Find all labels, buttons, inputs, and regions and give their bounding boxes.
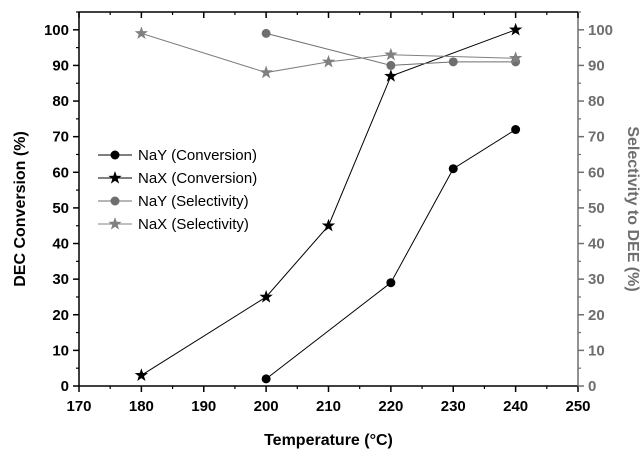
x-tick-label: 180 <box>129 398 154 415</box>
y-tick-label: 60 <box>52 164 69 181</box>
legend-marker <box>108 217 122 230</box>
data-point <box>386 278 396 288</box>
y-tick-label: 20 <box>52 307 69 324</box>
y-tick-label: 50 <box>52 200 69 217</box>
legend-entry: NaY (Conversion) <box>98 147 257 164</box>
data-point <box>134 368 149 381</box>
x-tick-label: 200 <box>254 398 279 415</box>
y2-tick-label: 80 <box>588 93 605 110</box>
y-tick-label: 10 <box>52 342 69 359</box>
legend-entry: NaX (Conversion) <box>98 170 257 187</box>
data-point <box>511 125 521 135</box>
series-2 <box>261 28 521 70</box>
data-point <box>508 22 523 36</box>
y-axis-title: DEC Conversion (%) <box>12 131 29 287</box>
y-tick-label: 90 <box>52 57 69 74</box>
data-point <box>386 60 396 70</box>
x-tick-label: 230 <box>441 398 466 415</box>
x-axis-title: Temperature (°C) <box>264 432 393 449</box>
y2-tick-label: 70 <box>588 129 605 146</box>
data-point <box>134 26 149 40</box>
legend-label: NaY (Conversion) <box>138 147 257 164</box>
y2-tick-label: 30 <box>588 271 605 288</box>
data-point <box>321 218 336 232</box>
data-point <box>448 164 458 174</box>
y2-axis-title: Selectivity to DEE (%) <box>624 126 641 291</box>
x-tick-label: 220 <box>378 398 403 415</box>
y2-tick-label: 60 <box>588 164 605 181</box>
legend-marker <box>110 196 120 206</box>
legend-label: NaX (Conversion) <box>138 170 257 187</box>
legend-label: NaY (Selectivity) <box>138 193 249 210</box>
y2-tick-label: 50 <box>588 200 605 217</box>
legend-entry: NaY (Selectivity) <box>98 193 249 210</box>
y2-tick-label: 10 <box>588 342 605 359</box>
y-tick-label: 80 <box>52 93 69 110</box>
legend-entry: NaX (Selectivity) <box>98 216 249 233</box>
y-tick-label: 0 <box>61 378 69 395</box>
y-tick-label: 30 <box>52 271 69 288</box>
y-tick-label: 70 <box>52 129 69 146</box>
series-line <box>266 32 516 66</box>
y2-tick-label: 100 <box>588 22 613 39</box>
data-point <box>259 289 273 303</box>
y2-tick-label: 20 <box>588 307 605 324</box>
series-3 <box>134 26 523 79</box>
series-1 <box>134 22 523 381</box>
data-point <box>384 69 398 82</box>
x-tick-label: 210 <box>316 398 341 415</box>
x-tick-label: 190 <box>191 398 216 415</box>
series-line <box>141 32 516 74</box>
legend-label: NaX (Selectivity) <box>138 216 249 233</box>
legend-marker <box>108 171 122 184</box>
data-point <box>508 51 523 64</box>
x-tick-label: 240 <box>503 398 528 415</box>
y-tick-label: 40 <box>52 236 69 253</box>
data-point <box>261 374 271 384</box>
x-tick-label: 170 <box>66 398 91 415</box>
legend: NaY (Conversion) NaX (Conversion) NaY (Sel… <box>98 147 257 233</box>
data-point <box>448 57 458 67</box>
y2-tick-label: 40 <box>588 236 605 253</box>
y2-tick-label: 90 <box>588 57 605 74</box>
y-tick-label: 100 <box>44 22 69 39</box>
data-point <box>384 47 398 61</box>
legend-marker <box>110 150 120 160</box>
data-point <box>261 28 271 38</box>
series-line <box>265 129 516 380</box>
data-point <box>259 65 273 79</box>
data-point <box>321 54 336 68</box>
series-layer <box>134 22 523 384</box>
axes: 170 180 190 200 210 220 230 240 2500102030405060… <box>44 11 613 415</box>
y2-tick-label: 0 <box>588 378 596 395</box>
x-tick-label: 250 <box>565 398 590 415</box>
series-0 <box>261 125 521 384</box>
